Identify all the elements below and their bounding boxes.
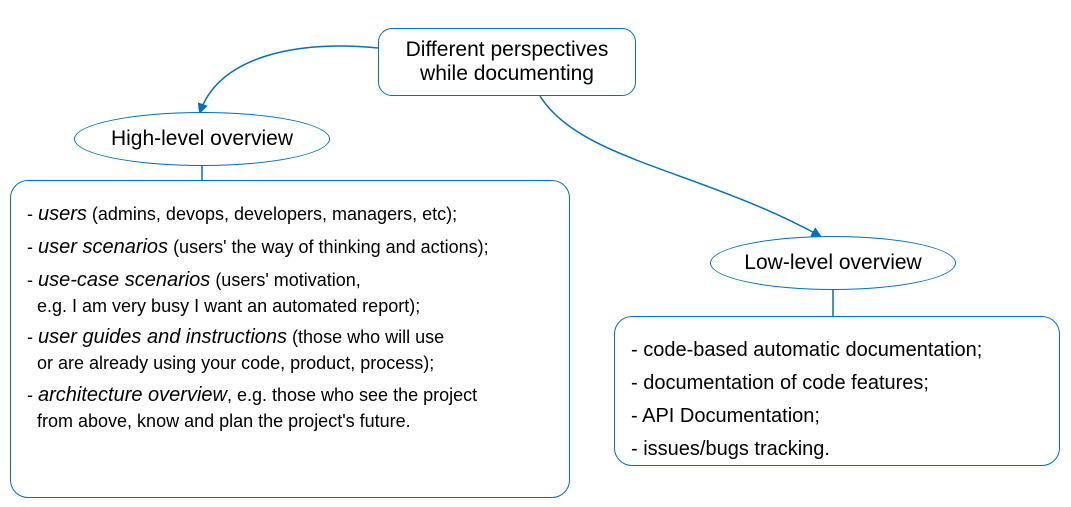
- high-item-0-lead: users: [38, 203, 87, 225]
- low-item-0: - code-based automatic documentation;: [631, 337, 1043, 364]
- high-item-4-lead: architecture overview: [38, 384, 227, 406]
- root-label-line1: Different perspectives: [406, 38, 609, 62]
- high-item-1-body: (users' the way of thinking and actions)…: [168, 237, 489, 257]
- high-item-1: - user scenarios (users' the way of thin…: [27, 234, 553, 261]
- root-node: Different perspectives while documenting: [378, 28, 636, 96]
- low-level-detail-box: - code-based automatic documentation; - …: [614, 316, 1060, 466]
- high-item-3: - user guides and instructions (those wh…: [27, 324, 553, 375]
- high-item-3-body2: or are already using your code, product,…: [37, 353, 434, 373]
- high-item-4: - architecture overview, e.g. those who …: [27, 382, 553, 433]
- high-level-label: High-level overview: [111, 127, 293, 151]
- high-item-2-body: (users' motivation,: [210, 270, 361, 290]
- high-item-2-body2: e.g. I am very busy I want an automated …: [37, 296, 420, 316]
- high-item-2-lead: use-case scenarios: [38, 269, 210, 291]
- high-item-3-lead: user guides and instructions: [38, 326, 287, 348]
- low-level-label: Low-level overview: [744, 251, 921, 275]
- high-item-3-body: (those who will use: [287, 327, 444, 347]
- high-level-node: High-level overview: [74, 112, 330, 166]
- low-item-1: - documentation of code features;: [631, 370, 1043, 397]
- high-item-4-body2: from above, know and plan the project's …: [37, 411, 411, 431]
- high-level-detail-box: - users (admins, devops, developers, man…: [10, 180, 570, 498]
- high-item-1-lead: user scenarios: [38, 236, 168, 258]
- high-item-0: - users (admins, devops, developers, man…: [27, 201, 553, 228]
- root-label-line2: while documenting: [406, 62, 609, 86]
- edge-root-to-high: [200, 46, 378, 112]
- low-item-2: - API Documentation;: [631, 403, 1043, 430]
- high-item-2: - use-case scenarios (users' motivation,…: [27, 267, 553, 318]
- low-level-node: Low-level overview: [710, 236, 956, 290]
- high-item-4-body: , e.g. those who see the project: [227, 385, 477, 405]
- low-item-3: - issues/bugs tracking.: [631, 436, 1043, 463]
- edge-root-to-low: [540, 96, 820, 236]
- high-item-0-body: (admins, devops, developers, managers, e…: [87, 204, 457, 224]
